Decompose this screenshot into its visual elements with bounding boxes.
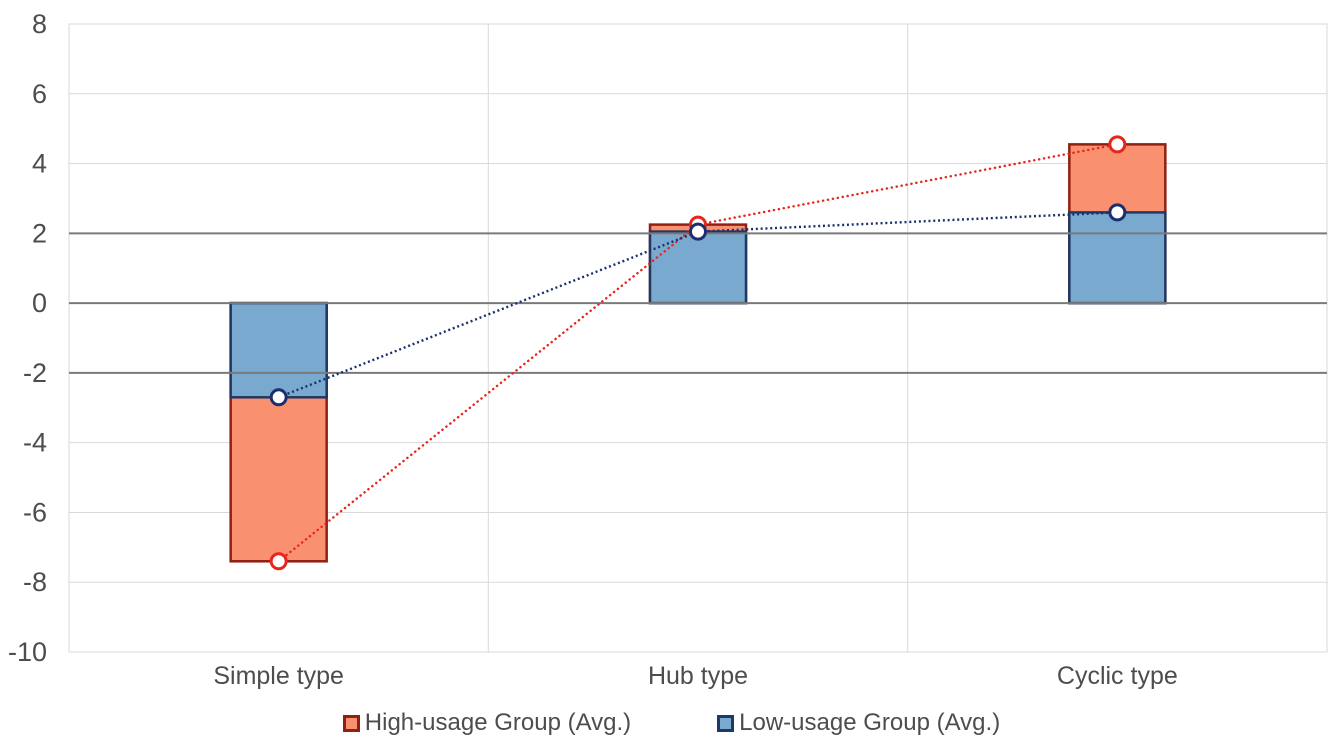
legend-label: Low-usage Group (Avg.) <box>739 709 1001 736</box>
bar-low-usage-group-avg-hub-type <box>648 230 748 305</box>
trend-line-high-usage-group-avg <box>277 143 1119 563</box>
bar-low-usage-group-avg-simple-type <box>229 301 328 399</box>
marker-high-usage-group-avg-simple-type <box>269 552 288 571</box>
y-tick-label: -2 <box>23 358 47 388</box>
y-tick-label: 0 <box>32 288 47 318</box>
y-tick-label: 6 <box>32 79 47 109</box>
marker-low-usage-group-avg-hub-type <box>689 222 707 241</box>
legend-item-high-usage-group-avg: High-usage Group (Avg.) <box>342 709 632 736</box>
y-tick-label: -6 <box>23 497 47 527</box>
y-tick-label: -4 <box>23 428 47 458</box>
marker-low-usage-group-avg-simple-type <box>269 388 288 407</box>
legend-label: High-usage Group (Avg.) <box>364 709 632 736</box>
bar-low-usage-group-avg-cyclic-type <box>1068 211 1167 305</box>
x-axis-label-cyclic-type: Cyclic type <box>1057 662 1178 690</box>
y-tick-label: 4 <box>32 149 47 179</box>
y-tick-label: -8 <box>23 567 47 597</box>
y-tick-label: -10 <box>8 637 47 667</box>
y-tick-label: 2 <box>32 218 47 248</box>
legend-swatch-high-usage-group-avg <box>342 714 360 732</box>
trend-line-low-usage-group-avg <box>278 211 1118 399</box>
chart-legend: High-usage Group (Avg.) Low-usage Group (… <box>0 711 1343 735</box>
marker-high-usage-group-avg-cyclic-type <box>1108 135 1127 154</box>
y-tick-label: 8 <box>32 9 47 39</box>
marker-low-usage-group-avg-cyclic-type <box>1108 203 1127 222</box>
plot-border <box>68 23 1328 653</box>
legend-swatch-low-usage-group-avg <box>717 714 735 732</box>
legend-item-low-usage-group-avg: Low-usage Group (Avg.) <box>717 711 1000 735</box>
x-axis-label-simple-type: Simple type <box>213 662 344 690</box>
bar-line-chart: 8 6 4 2 0 -2 -4 -6 -8 -10 Simple type Hub type Cycli… <box>8 9 1328 690</box>
x-axis-label-hub-type: Hub type <box>648 662 748 690</box>
